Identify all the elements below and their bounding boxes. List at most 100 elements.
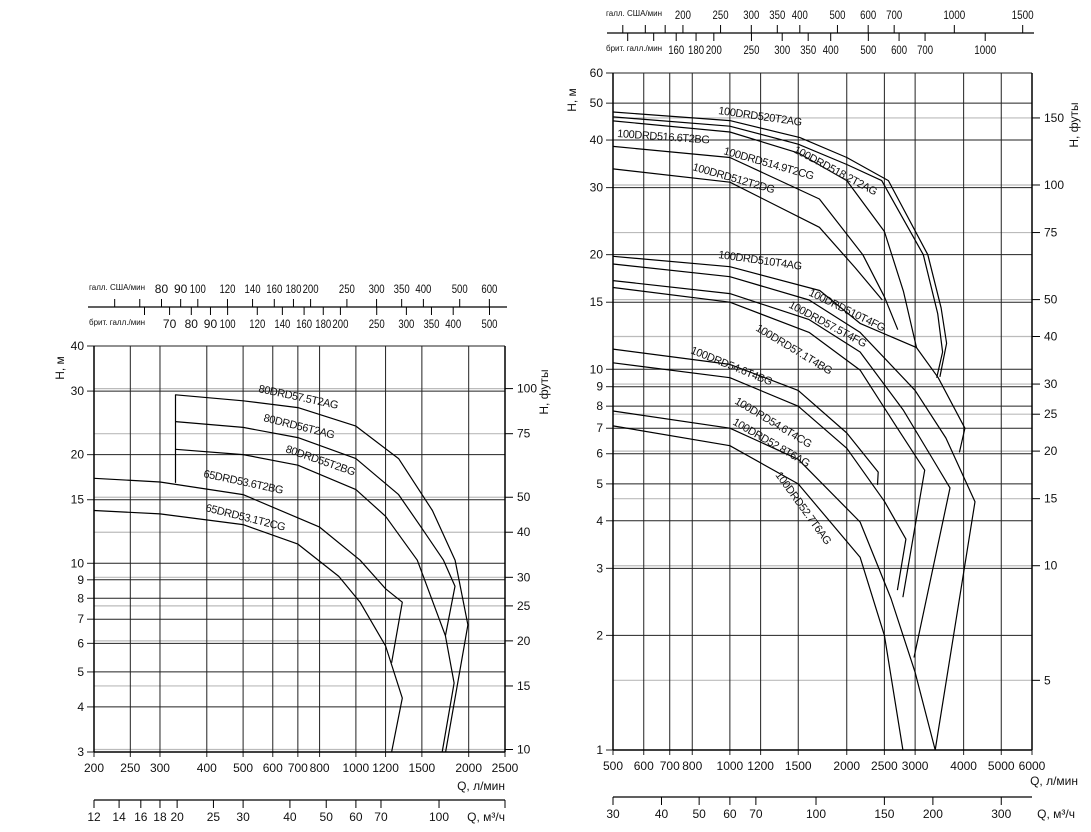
m3h-tick-label: 30 bbox=[236, 810, 250, 824]
curve-label: 100DRD52.7T6AG bbox=[773, 470, 834, 547]
x-tick-label: 1000 bbox=[717, 759, 744, 773]
m3h-tick-label: 100 bbox=[429, 810, 449, 824]
us-gallon-tick-label: 100 bbox=[190, 282, 206, 296]
us-gallon-tick-label: 300 bbox=[743, 8, 759, 22]
uk-gallon-tick-label: 160 bbox=[296, 317, 312, 331]
m3h-tick-label: 50 bbox=[692, 807, 706, 821]
y2-tick-label: 25 bbox=[1044, 407, 1058, 421]
pump-curve-100DRD520T2AG bbox=[612, 111, 948, 378]
y-tick-label: 7 bbox=[77, 612, 84, 626]
x-tick-label: 5000 bbox=[988, 759, 1015, 773]
curve-label: 80DRD55T2BG bbox=[284, 443, 357, 478]
y-tick-label: 15 bbox=[71, 493, 85, 507]
us-gallon-tick-label: 350 bbox=[769, 8, 785, 22]
uk-gallon-tick-label: 90 bbox=[204, 317, 218, 331]
pump-curve-65DRD53.1T2CG bbox=[93, 509, 403, 753]
pump-curve-80DRD57.5T2AG bbox=[174, 394, 469, 753]
y2-tick-label: 20 bbox=[517, 634, 531, 648]
x-axis-title: Q, л/мин bbox=[457, 779, 505, 793]
x-tick-label: 400 bbox=[197, 761, 217, 775]
y2-tick-label: 5 bbox=[1044, 673, 1051, 687]
y2-tick-label: 10 bbox=[517, 743, 531, 757]
y2-tick-label: 20 bbox=[1044, 444, 1058, 458]
m3h-tick-label: 70 bbox=[374, 810, 388, 824]
uk-gallon-tick-label: 500 bbox=[860, 43, 876, 57]
y-tick-label: 60 bbox=[590, 66, 604, 80]
y2-tick-label: 50 bbox=[517, 490, 531, 504]
us-gallon-tick-label: 500 bbox=[829, 8, 845, 22]
x-tick-label: 250 bbox=[120, 761, 140, 775]
uk-gallon-tick-label: 200 bbox=[332, 317, 348, 331]
y-tick-label: 30 bbox=[590, 181, 604, 195]
y-tick-label: 3 bbox=[77, 745, 84, 759]
uk-gallon-tick-label: 400 bbox=[445, 317, 461, 331]
uk-gallon-tick-label: 250 bbox=[743, 43, 759, 57]
uk-gallon-tick-label: 350 bbox=[800, 43, 816, 57]
uk-gallon-tick-label: 700 bbox=[917, 43, 933, 57]
y-tick-label: 10 bbox=[71, 556, 85, 570]
us-gallon-axis-title: галл. США/мин bbox=[89, 283, 145, 292]
y-tick-label: 6 bbox=[596, 447, 603, 461]
pump-curve-100DRD518.2T2AG bbox=[612, 116, 944, 378]
m3h-tick-label: 60 bbox=[349, 810, 363, 824]
y-tick-label: 6 bbox=[77, 636, 84, 650]
y2-tick-label: 30 bbox=[517, 570, 531, 584]
uk-gallon-tick-label: 200 bbox=[706, 43, 722, 57]
us-gallon-tick-label: 350 bbox=[394, 282, 410, 296]
y-tick-label: 7 bbox=[596, 421, 603, 435]
us-gallon-tick-label: 250 bbox=[713, 8, 729, 22]
pump-curve-80DRD56T2AG bbox=[175, 421, 456, 636]
y-tick-label: 50 bbox=[590, 96, 604, 110]
m3h-tick-label: 300 bbox=[991, 807, 1011, 821]
y-axis-title: H, м bbox=[53, 356, 67, 380]
x-tick-label: 2000 bbox=[833, 759, 860, 773]
x-tick-label: 500 bbox=[233, 761, 253, 775]
us-gallon-tick-label: 200 bbox=[303, 282, 319, 296]
y-tick-label: 3 bbox=[596, 561, 603, 575]
y-tick-label: 40 bbox=[71, 339, 85, 353]
uk-gallon-tick-label: 300 bbox=[774, 43, 790, 57]
uk-gallon-tick-label: 80 bbox=[185, 317, 199, 331]
uk-gallon-tick-label: 160 bbox=[668, 43, 684, 57]
x-tick-label: 2500 bbox=[871, 759, 898, 773]
x-tick-label: 600 bbox=[634, 759, 654, 773]
us-gallon-tick-label: 500 bbox=[452, 282, 468, 296]
pump-curve-100DRD512T2DG bbox=[612, 168, 883, 301]
pump-curve-65DRD53.6T2BG bbox=[93, 477, 403, 663]
m3h-tick-label: 100 bbox=[806, 807, 826, 821]
uk-gallon-tick-label: 140 bbox=[274, 317, 290, 331]
us-gallon-tick-label: 700 bbox=[886, 8, 902, 22]
m3h-tick-label: 25 bbox=[207, 810, 221, 824]
y-tick-label: 8 bbox=[596, 399, 603, 413]
y2-axis-title: H, футы bbox=[1067, 102, 1081, 147]
y2-axis-title: H, футы bbox=[537, 369, 551, 414]
us-gallon-tick-label: 300 bbox=[369, 282, 385, 296]
m3h-tick-label: 40 bbox=[655, 807, 669, 821]
pump-curve-100DRD510T4AG bbox=[612, 255, 966, 453]
x-tick-label: 6000 bbox=[1019, 759, 1046, 773]
x-axis-title: Q, л/мин bbox=[1030, 774, 1078, 788]
y2-tick-label: 100 bbox=[517, 382, 537, 396]
x-tick-label: 3000 bbox=[902, 759, 929, 773]
us-gallon-tick-label: 120 bbox=[219, 282, 235, 296]
us-gallon-tick-label: 160 bbox=[266, 282, 282, 296]
uk-gallon-tick-label: 1000 bbox=[974, 43, 996, 57]
y2-tick-label: 150 bbox=[1044, 111, 1064, 125]
pump-curve-100DRD516.6T2BG bbox=[612, 120, 918, 348]
us-gallon-tick-label: 1000 bbox=[943, 8, 965, 22]
uk-gallon-tick-label: 180 bbox=[688, 43, 704, 57]
x-tick-label: 1500 bbox=[409, 761, 436, 775]
x-tick-label: 1500 bbox=[785, 759, 812, 773]
us-gallon-tick-label: 140 bbox=[245, 282, 261, 296]
us-gallon-tick-label: 600 bbox=[481, 282, 497, 296]
us-gallon-tick-label: 400 bbox=[415, 282, 431, 296]
x-tick-label: 200 bbox=[84, 761, 104, 775]
uk-gallon-tick-label: 350 bbox=[423, 317, 439, 331]
y-tick-label: 9 bbox=[77, 573, 84, 587]
m3h-tick-label: 12 bbox=[87, 810, 101, 824]
uk-gallon-tick-label: 500 bbox=[482, 317, 498, 331]
x-tick-label: 700 bbox=[288, 761, 308, 775]
uk-gallon-tick-label: 120 bbox=[249, 317, 265, 331]
x-tick-label: 1000 bbox=[343, 761, 370, 775]
